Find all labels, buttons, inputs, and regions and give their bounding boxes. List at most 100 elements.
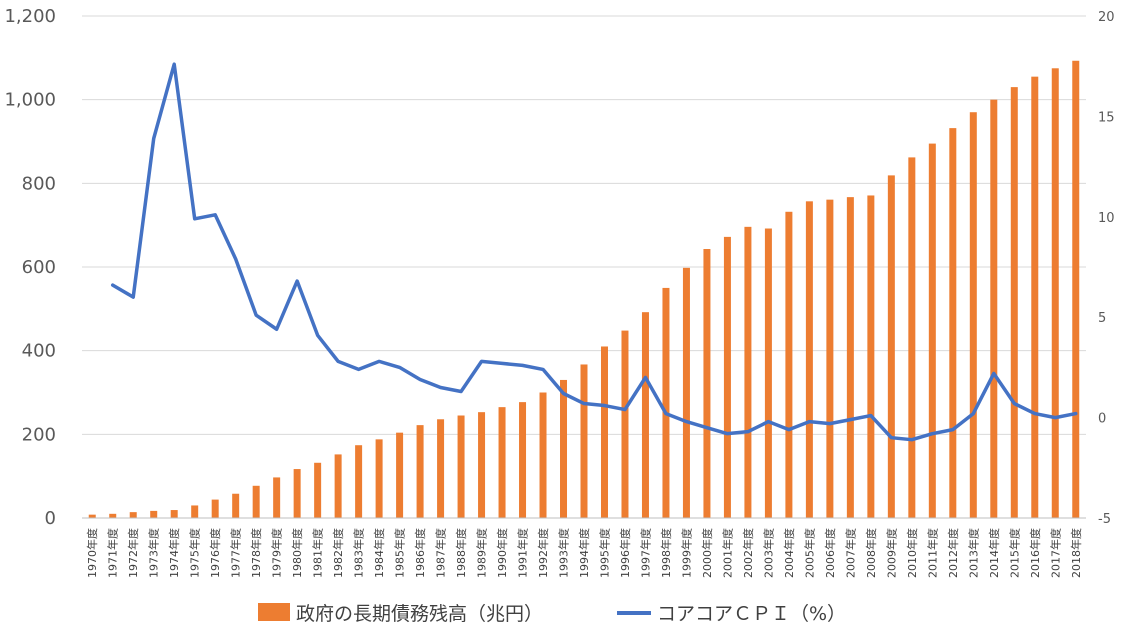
x-tick-label: 1974年度 [167,528,181,578]
bar [273,477,281,518]
bar [826,199,834,519]
bar [375,439,383,518]
legend-label-bar: 政府の長期債務残高（兆円） [296,603,543,625]
bar [334,454,342,518]
x-tick-label: 1990年度 [495,528,509,578]
x-tick-label: 2007年度 [843,528,857,578]
x-tick-label: 1987年度 [434,528,448,578]
bar [744,226,752,518]
x-tick-label: 2005年度 [802,528,816,578]
bar [949,128,957,518]
bar [191,505,199,518]
x-tick-label: 1994年度 [577,528,591,578]
x-tick-label: 1996年度 [618,528,632,578]
x-tick-label: 1991年度 [516,528,530,578]
bar [662,287,670,518]
x-tick-label: 1970年度 [85,528,99,578]
bar [887,175,895,518]
bar [355,445,363,518]
bar [764,228,772,518]
x-tick-label: 2001年度 [720,528,734,578]
bar [990,99,998,519]
bar [805,201,813,519]
y-right-tick-label: 10 [1098,211,1115,226]
x-tick-label: 2013年度 [966,528,980,578]
bar [908,157,916,518]
y-left-tick-label: 1,200 [4,6,56,27]
x-tick-label: 2002年度 [741,528,755,578]
bar [785,211,793,518]
x-tick-label: 2016年度 [1028,528,1042,578]
bar [969,112,977,518]
bar [1031,76,1039,519]
x-tick-label: 1976年度 [208,528,222,578]
bar [928,143,936,518]
legend-label-line: コアコアＣＰＩ（%） [657,603,846,625]
x-tick-label: 2011年度 [925,528,939,578]
bar [1010,87,1018,518]
bar [109,513,117,518]
bar [416,425,424,518]
x-tick-label: 2014年度 [987,528,1001,578]
right-axis: -5 0 5 10 15 20 [1098,10,1115,527]
x-tick-label: 1975年度 [188,528,202,578]
x-tick-label: 1984年度 [372,528,386,578]
y-left-tick-label: 1,000 [4,90,56,111]
x-tick-label: 1998年度 [659,528,673,578]
legend-swatch-bar [258,603,290,621]
bar [580,364,588,518]
x-tick-label: 2006年度 [823,528,837,578]
y-right-tick-label: -5 [1098,512,1111,527]
line-series [110,62,1078,442]
bar [600,346,608,518]
x-tick-label: 2008年度 [864,528,878,578]
bar [396,432,404,518]
x-tick-label: 2000年度 [700,528,714,578]
x-tick-label: 1999年度 [679,528,693,578]
x-tick-label: 1995年度 [597,528,611,578]
bar [723,236,731,518]
bar [539,392,547,518]
bar-series [88,60,1080,519]
grid-lines [82,15,1086,435]
x-tick-label: 1973年度 [147,528,161,578]
x-tick-label: 1977年度 [229,528,243,578]
bar [560,379,568,518]
y-right-tick-label: 5 [1098,311,1106,326]
y-right-tick-label: 0 [1098,412,1106,427]
x-tick-label: 2018年度 [1069,528,1083,578]
bar [641,312,649,518]
x-tick-label: 1989年度 [475,528,489,578]
x-tick-label: 1993年度 [557,528,571,578]
y-right-tick-label: 20 [1098,10,1115,25]
bar [1051,68,1059,519]
bar [252,485,260,518]
bar [437,419,445,518]
y-left-tick-label: 200 [22,424,56,445]
y-left-tick-label: 0 [45,508,56,529]
x-tick-label: 1978年度 [249,528,263,578]
x-tick-label: 1985年度 [393,528,407,578]
bar [478,412,486,518]
bar [232,493,240,518]
x-tick-label: 1997年度 [638,528,652,578]
bar [1072,60,1080,519]
x-tick-label: 2012年度 [946,528,960,578]
x-tick-label: 2003年度 [761,528,775,578]
x-tick-label: 1972年度 [126,528,140,578]
bar [867,195,875,518]
bar [621,330,629,518]
bar [150,510,158,518]
x-tick-label: 1980年度 [290,528,304,578]
y-left-tick-label: 800 [22,173,56,194]
x-tick-label: 1971年度 [106,528,120,578]
cpi-line [110,62,1078,442]
bar [457,415,465,518]
y-left-tick-label: 600 [22,257,56,278]
x-tick-label: 1986年度 [413,528,427,578]
x-tick-label: 2004年度 [782,528,796,578]
y-left-tick-label: 400 [22,341,56,362]
y-right-tick-label: 15 [1098,110,1115,125]
left-axis: 0 200 400 600 800 1,000 1,200 [4,6,56,529]
